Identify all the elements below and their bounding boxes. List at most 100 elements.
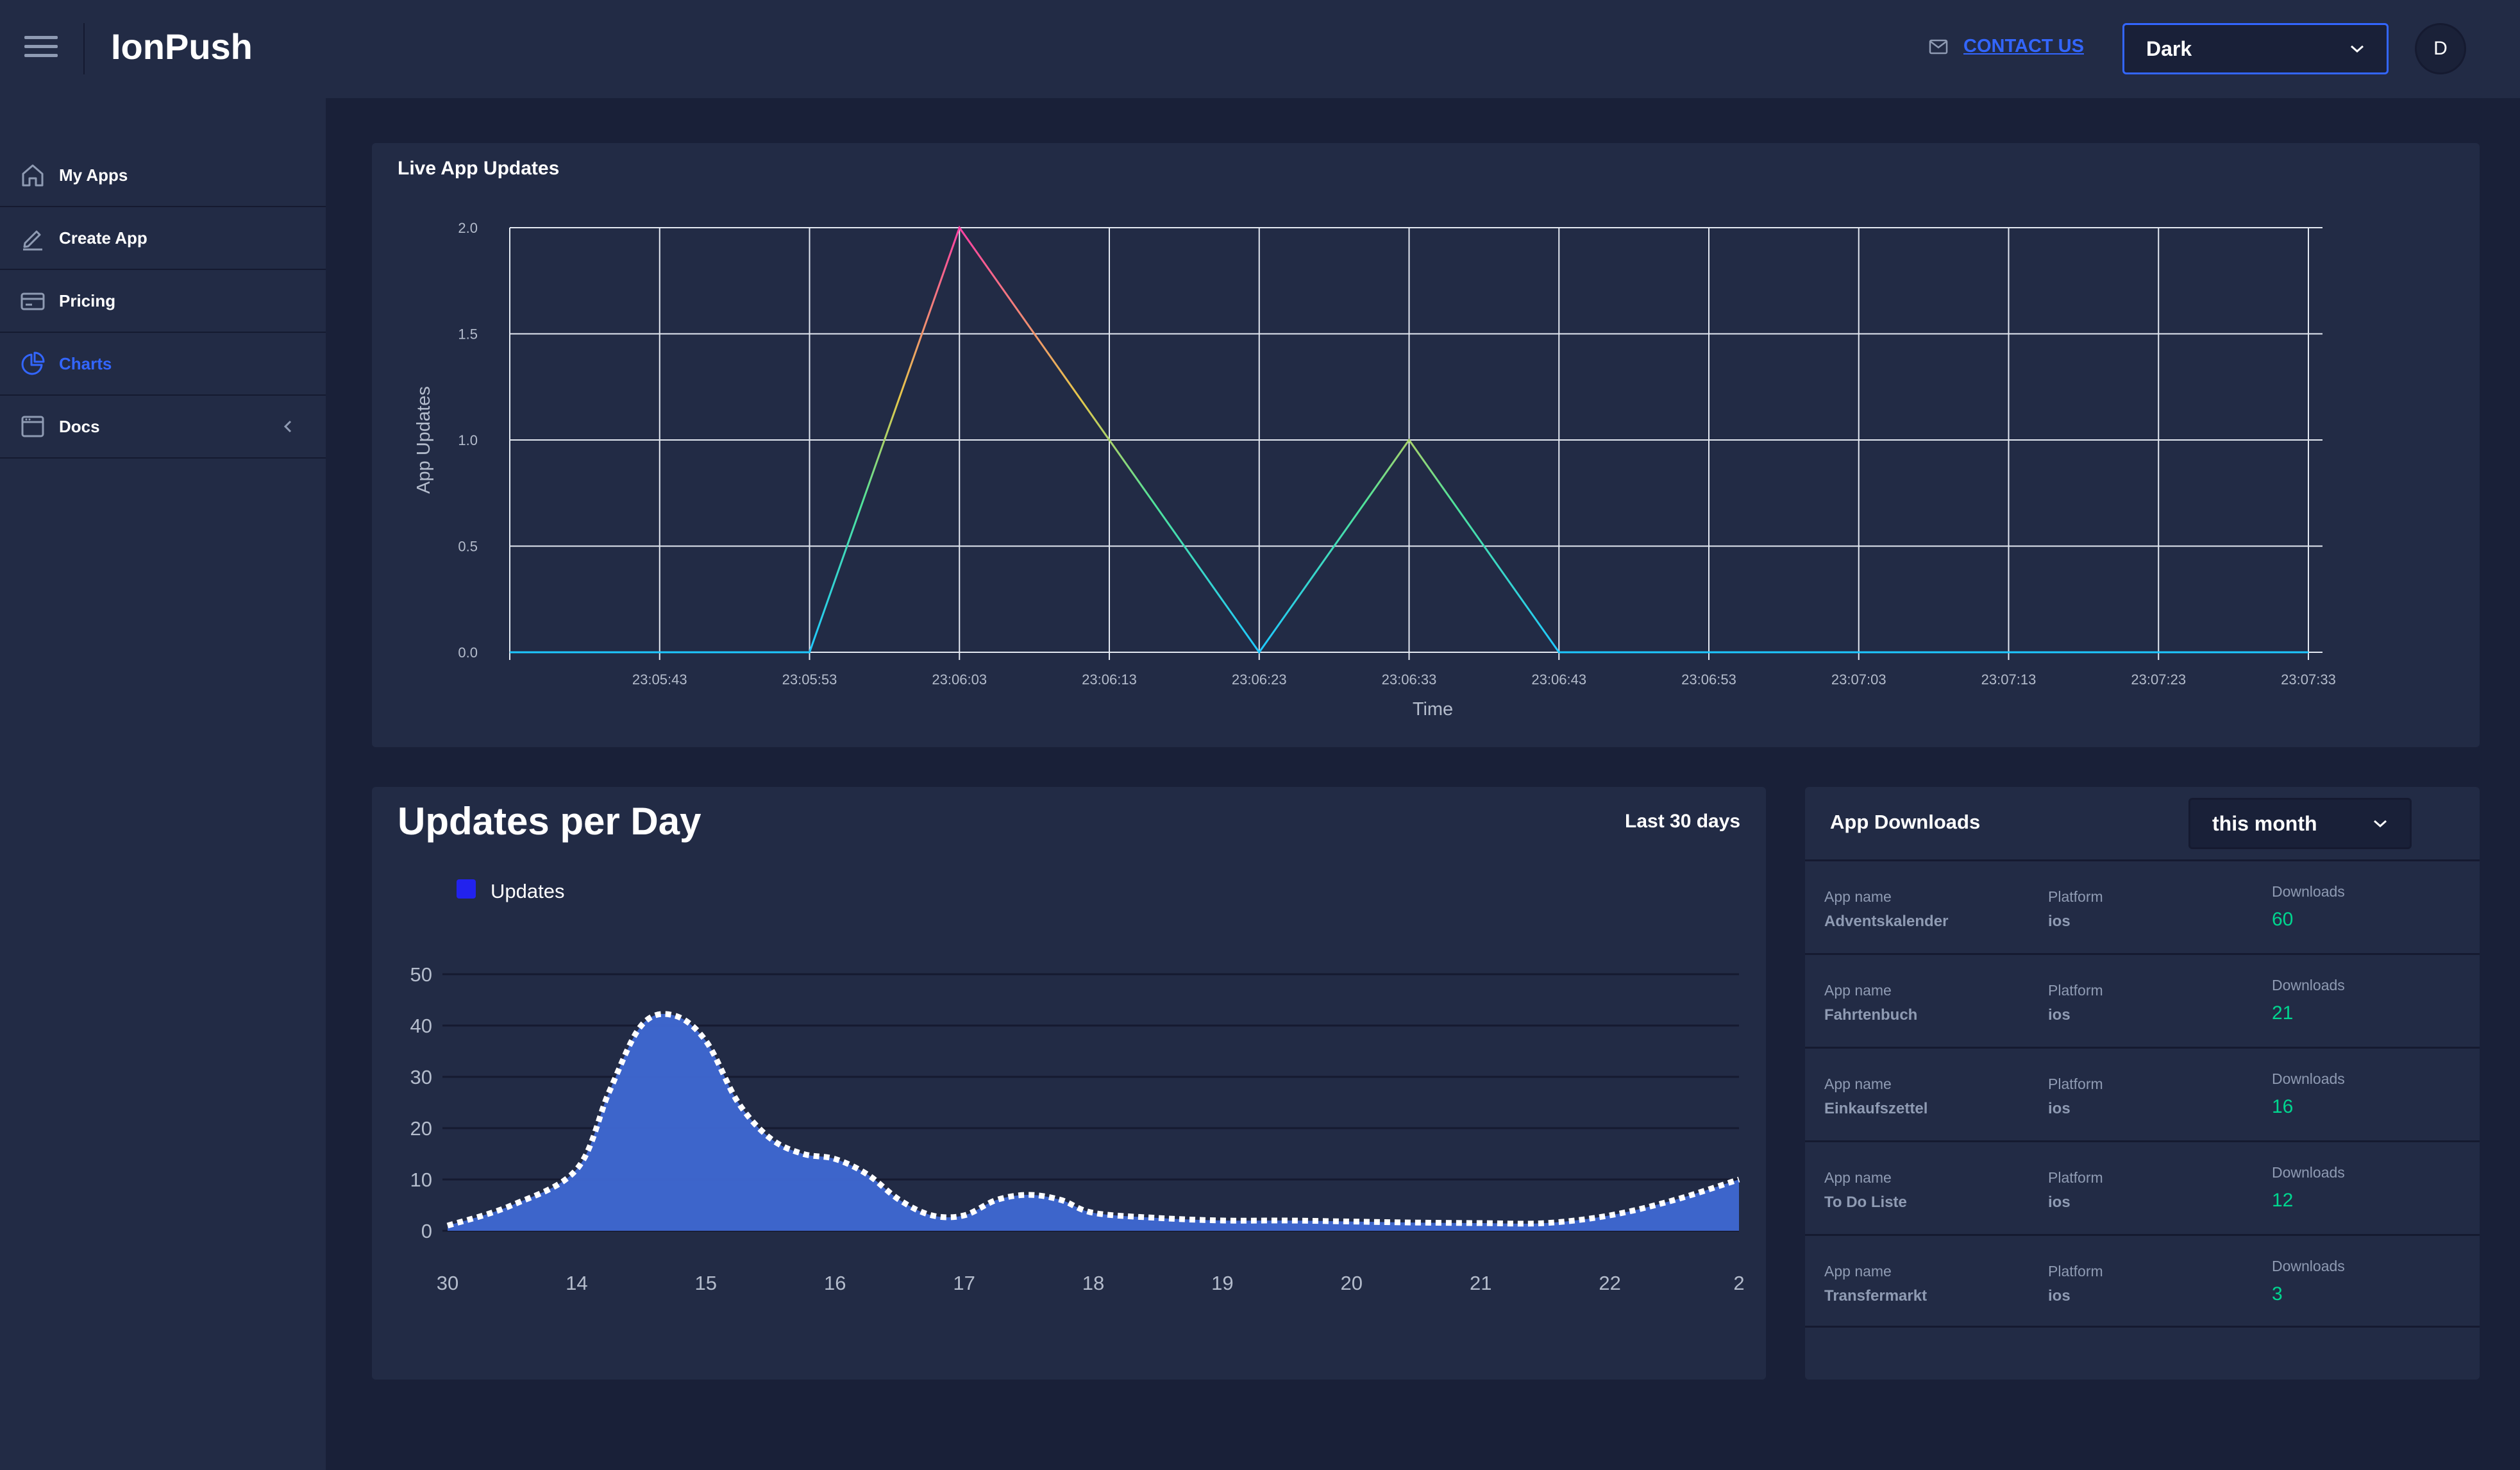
data-point (1415, 1221, 1418, 1224)
sidebar-item-label: Pricing (59, 291, 116, 310)
y-tick-label: 40 (410, 1015, 432, 1037)
sidebar-item-label: Docs (59, 416, 100, 436)
app-name-value: Einkaufszettel (1824, 1100, 1928, 1117)
sidebar: My Apps Create App Pricing Charts Docs (0, 98, 326, 1470)
platform-label: Platform (2048, 1263, 2103, 1280)
data-point (705, 1040, 707, 1042)
app-downloads-title: App Downloads (1830, 811, 1981, 833)
list-item[interactable]: App name To Do Liste Platform ios Downlo… (1805, 1140, 2480, 1234)
list-item[interactable]: App name Einkaufszettel Platform ios Dow… (1805, 1047, 2480, 1140)
pie-chart-icon (19, 350, 46, 377)
platform-value: ios (2048, 1194, 2071, 1211)
edit-icon (19, 224, 46, 251)
data-point (1708, 651, 1710, 654)
data-point (995, 1199, 998, 1201)
data-point (1157, 1217, 1159, 1219)
x-tick-label: 17 (953, 1272, 975, 1294)
top-header: IonPush CONTACT US Dark D (0, 0, 2520, 98)
data-point (737, 1101, 739, 1104)
data-point (1738, 1178, 1740, 1181)
data-point (1092, 1212, 1095, 1214)
data-point (1673, 1199, 1676, 1201)
x-axis-title: Time (1413, 699, 1453, 720)
platform-label: Platform (2048, 888, 2103, 905)
data-point (1060, 1199, 1063, 1201)
list-item[interactable]: App name Transfermarkt Platform ios Down… (1805, 1234, 2480, 1328)
user-avatar[interactable]: D (2415, 23, 2466, 74)
x-tick-label: 23:05:43 (632, 672, 687, 688)
updates-per-day-title: Updates per Day (398, 800, 701, 843)
legend-swatch-updates[interactable] (457, 879, 476, 899)
data-point (672, 1014, 675, 1017)
x-tick-label: 23:06:03 (932, 672, 987, 688)
downloads-label: Downloads (2272, 1164, 2345, 1181)
legend-label-updates: Updates (491, 880, 565, 902)
app-name-value: Adventskalender (1824, 913, 1949, 930)
sidebar-item-docs[interactable]: Docs (0, 396, 326, 459)
y-tick-label: 0.0 (458, 645, 478, 661)
theme-select[interactable]: Dark (2122, 23, 2389, 74)
list-item[interactable]: App name Fahrtenbuch Platform ios Downlo… (1805, 953, 2480, 1047)
sidebar-item-charts[interactable]: Charts (0, 333, 326, 396)
contact-link[interactable]: CONTACT US (1929, 36, 2084, 57)
sidebar-item-create-app[interactable]: Create App (0, 207, 326, 270)
platform-value: ios (2048, 1287, 2071, 1305)
data-point (1108, 439, 1111, 441)
sidebar-item-label: My Apps (59, 165, 128, 185)
downloads-value: 16 (2272, 1096, 2294, 1117)
x-tick-label: 23:06:43 (1531, 672, 1586, 688)
data-point (1350, 1221, 1353, 1223)
chevron-left-icon[interactable] (278, 417, 298, 436)
x-tick-label: 23:07:03 (1831, 672, 1886, 688)
x-tick-label: 16 (824, 1272, 846, 1294)
data-point (1479, 1222, 1482, 1224)
sidebar-item-label: Charts (59, 353, 112, 373)
contact-label[interactable]: CONTACT US (1963, 36, 2084, 56)
data-point (1408, 439, 1411, 441)
data-point (659, 651, 661, 654)
data-point (866, 1173, 869, 1176)
app-name-label: App name (1824, 1076, 1892, 1092)
app-name-value: Transfermarkt (1824, 1287, 1928, 1305)
data-point (898, 1199, 901, 1201)
live-updates-chart: 0.0 0.5 1.0 1.5 2.0 23:05:43 23:05:53 23:06:03 2… (414, 220, 2336, 720)
data-point (1609, 1214, 1611, 1217)
y-tick-label: 1.5 (458, 326, 478, 342)
chevron-down-icon (2374, 820, 2387, 828)
data-point (2008, 651, 2010, 654)
sidebar-item-pricing[interactable]: Pricing (0, 270, 326, 333)
x-tick-label: 23:05:53 (782, 672, 837, 688)
data-point (1027, 1194, 1030, 1196)
data-point (1544, 1222, 1547, 1224)
x-tick-label: 15 (695, 1272, 717, 1294)
theme-select-value: Dark (2146, 37, 2192, 60)
x-tick-label: 20 (1341, 1272, 1363, 1294)
app-downloads-card (1805, 787, 2480, 1380)
data-point (1858, 651, 1860, 654)
downloads-value: 21 (2272, 1002, 2294, 1024)
data-point (834, 1158, 836, 1160)
sidebar-item-my-apps[interactable]: My Apps (0, 144, 326, 207)
y-tick-label: 10 (410, 1169, 432, 1191)
x-tick-label: 14 (566, 1272, 587, 1294)
downloads-period-select[interactable]: this month (2188, 798, 2412, 849)
downloads-value: 3 (2272, 1283, 2283, 1305)
browser-icon (19, 413, 46, 440)
app-name-value: To Do Liste (1824, 1194, 1907, 1211)
app-logo[interactable]: IonPush (111, 26, 253, 67)
list-item[interactable]: App name Adventskalender Platform ios Do… (1805, 859, 2480, 953)
data-point (1558, 651, 1560, 654)
x-tick-label: 23:06:53 (1681, 672, 1736, 688)
y-tick-label: 0 (421, 1220, 432, 1242)
downloads-period-value: this month (2212, 811, 2317, 835)
header-divider (83, 23, 85, 74)
x-tick-label: 18 (1082, 1272, 1104, 1294)
data-point (963, 1214, 966, 1217)
data-point (1221, 1219, 1223, 1222)
data-point (930, 1214, 933, 1217)
x-tick-label: 23:07:13 (1981, 672, 2037, 688)
menu-toggle-icon[interactable] (24, 36, 58, 62)
x-tick-label: 2 (1733, 1272, 1744, 1294)
x-tick-label: 23:07:33 (2281, 672, 2336, 688)
